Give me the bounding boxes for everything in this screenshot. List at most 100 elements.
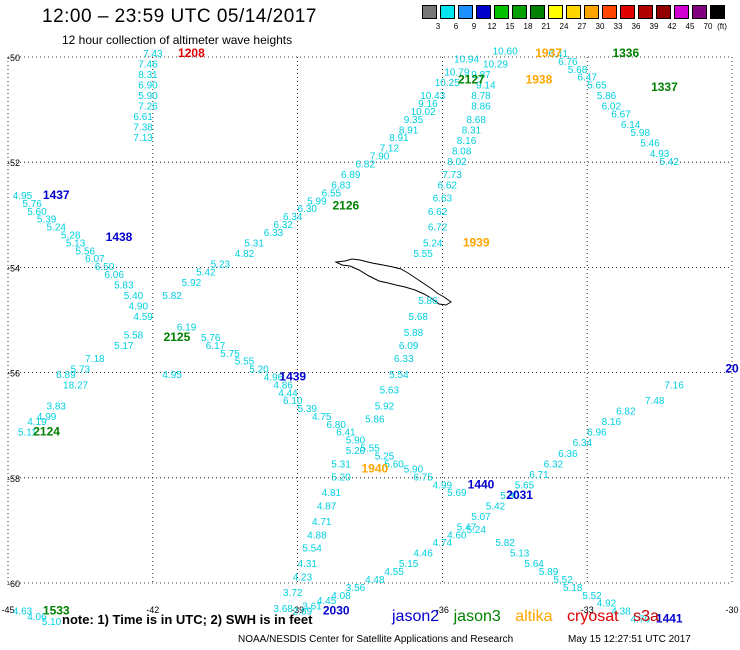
lon-tick-label: -45 <box>1 605 14 615</box>
swh-value-label: 5.13 <box>510 549 530 560</box>
swh-value-label: 6.62 <box>437 181 457 192</box>
colorbar-tick: 21 <box>541 22 551 31</box>
swh-value-label: 4.38 <box>611 607 631 618</box>
swh-value-label: 5.15 <box>399 559 419 570</box>
lat-tick-label: -56 <box>7 369 20 379</box>
swh-value-label: 5.55 <box>413 249 433 260</box>
swh-value-label: 5.73 <box>71 365 91 376</box>
swh-value-label: 10.02 <box>411 107 436 118</box>
swh-value-label: 4.81 <box>322 488 342 499</box>
pass-time-label: 2030 <box>323 604 350 618</box>
lat-tick-label: -58 <box>7 474 20 484</box>
swh-value-label: 9.16 <box>418 99 438 110</box>
colorbar-swatch <box>548 5 563 19</box>
swh-value-label: 6.82 <box>355 159 375 170</box>
colorbar-tick: 3 <box>435 22 441 31</box>
pass-time-label: 1336 <box>612 46 639 60</box>
swh-value-label: 7.43 <box>143 49 163 60</box>
colorbar-swatch <box>512 5 527 19</box>
swh-value-label: 10.60 <box>493 46 518 57</box>
swh-value-label: 5.56 <box>75 246 95 257</box>
swh-value-label: 5.46 <box>640 138 660 149</box>
swh-value-label: 4.44 <box>278 388 298 399</box>
swh-value-label: 4.06 <box>27 612 47 623</box>
colorbar-swatch <box>620 5 635 19</box>
colorbar-swatch <box>602 5 617 19</box>
swh-value-label: 5.54 <box>302 543 322 554</box>
swh-value-label: 5.60 <box>384 459 404 470</box>
swh-value-label: 6.67 <box>611 109 631 120</box>
colorbar-tick: 30 <box>595 22 605 31</box>
swh-value-label: 5.65 <box>515 480 535 491</box>
colorbar-tick: 70 <box>703 22 713 31</box>
swh-value-label: 7.46 <box>138 60 158 71</box>
colorbar-swatch <box>674 5 689 19</box>
swh-value-label: 6.76 <box>558 57 578 68</box>
swh-value-label: 5.25 <box>375 451 395 462</box>
swh-value-label: 6.14 <box>621 120 641 131</box>
swh-value-label: 5.86 <box>365 415 385 426</box>
swh-value-label: 6.63 <box>433 194 453 205</box>
colorbar-tick: 45 <box>685 22 695 31</box>
swh-value-label: 10.29 <box>483 60 508 71</box>
pass-time-label: 1440 <box>468 477 495 491</box>
swh-value-label: 8.78 <box>471 91 491 102</box>
swh-value-label: 7.16 <box>664 380 684 391</box>
swh-value-label: 3.72 <box>283 588 303 599</box>
axis-labels: -45 -42 -39 -36 -33 -30 -50 -52 -54 -56 -58 -60 <box>1 53 738 615</box>
swh-value-label: 4.46 <box>413 549 433 560</box>
pass-time-label: 1337 <box>651 80 678 94</box>
colorbar-tick: 39 <box>649 22 659 31</box>
swh-value-label: 5.98 <box>631 128 651 139</box>
swh-value-label: 6.89 <box>341 170 361 181</box>
swh-value-label: 4.74 <box>433 538 453 549</box>
swh-value-label: 4.99 <box>37 412 57 423</box>
footer-note: note: 1) Time is in UTC; 2) SWH is in fe… <box>62 612 313 627</box>
swh-value-label: 6.41 <box>549 49 569 60</box>
swh-value-label: 6.55 <box>322 188 342 199</box>
swh-value-label: 5.20 <box>331 472 351 483</box>
swh-value-label: 5.99 <box>307 196 327 207</box>
colorbar-swatch <box>530 5 545 19</box>
swh-value-label: 5.13 <box>66 238 86 249</box>
colorbar-tick: 15 <box>505 22 515 31</box>
swh-value-label: 5.88 <box>404 328 424 339</box>
swh-value-label: 5.42 <box>196 267 216 278</box>
colorbar-swatch <box>476 5 491 19</box>
swh-value-label: 5.18 <box>563 583 583 594</box>
swh-value-label: 5.23 <box>211 259 231 270</box>
swh-value-label: 6.89 <box>56 370 76 381</box>
swh-value-label: 6.36 <box>558 449 578 460</box>
swh-value-label: 18.27 <box>63 380 88 391</box>
swh-value-label: 6.17 <box>206 341 226 352</box>
colorbar-tick: 12 <box>487 22 497 31</box>
colorbar-unit: (ft) <box>717 22 727 31</box>
swh-value-label: 8.02 <box>447 157 467 168</box>
swh-value-label: 6.34 <box>283 212 303 223</box>
pass-time-label: 1438 <box>106 230 133 244</box>
colorbar-tick: 33 <box>613 22 623 31</box>
swh-value-label: 6.82 <box>616 407 636 418</box>
pass-time-label: 20 <box>725 362 739 376</box>
swh-value-label: 3.61 <box>302 601 322 612</box>
swh-value-label: 5.17 <box>114 341 134 352</box>
pass-time-label: 1938 <box>526 72 553 86</box>
swh-value-label: 6.32 <box>544 459 564 470</box>
map-subtitle: 12 hour collection of altimeter wave hei… <box>62 33 293 47</box>
pass-time-label: 2124 <box>33 425 60 439</box>
swh-value-label: 4.86 <box>273 380 293 391</box>
swh-value-label: 5.76 <box>22 199 42 210</box>
south-georgia-island <box>334 258 452 306</box>
lon-tick-label: -30 <box>725 605 738 615</box>
swh-value-label: 5.68 <box>568 65 588 76</box>
legend-s3a: s3a <box>633 608 659 625</box>
lon-tick-label: -39 <box>291 605 304 615</box>
lon-tick-label: -36 <box>436 605 449 615</box>
swh-value-label: 5.31 <box>244 238 264 249</box>
lon-tick-label: -33 <box>581 605 594 615</box>
swh-value-label: 9.14 <box>476 81 496 92</box>
swh-value-label: 8.91 <box>399 125 419 136</box>
swh-value-label: 4.88 <box>307 530 327 541</box>
swh-value-label: 5.24 <box>47 223 67 234</box>
swh-value-label: 10.79 <box>444 67 469 78</box>
